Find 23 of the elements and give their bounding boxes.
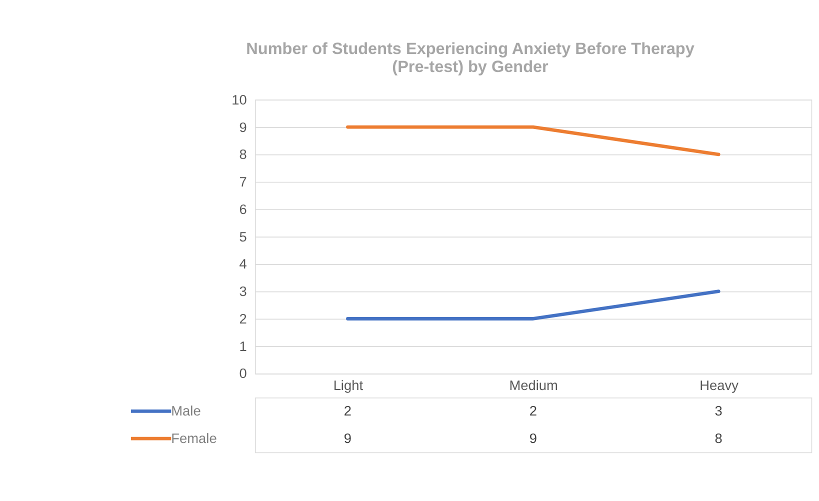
y-tick-label: 4 bbox=[239, 256, 248, 272]
x-tick-label: Light bbox=[333, 378, 364, 394]
y-tick-label: 1 bbox=[239, 338, 247, 354]
y-tick-label: 6 bbox=[239, 202, 248, 217]
y-tick-label: 8 bbox=[239, 147, 248, 162]
x-tick-label: Medium bbox=[509, 378, 558, 394]
legend-label: Male bbox=[171, 403, 201, 418]
y-tick-label: 7 bbox=[239, 174, 247, 190]
data-label: 9 bbox=[529, 430, 537, 446]
y-tick-label: 5 bbox=[239, 229, 248, 244]
y-tick-label: 9 bbox=[239, 120, 247, 135]
chart-title: Number of Students Experiencing Anxiety Before Therapy (Pre-test) by Gender bbox=[246, 40, 694, 76]
data-label: 2 bbox=[344, 403, 352, 418]
data-label: 3 bbox=[714, 403, 723, 418]
data-label: 2 bbox=[529, 403, 537, 418]
data-label: 8 bbox=[714, 430, 723, 446]
y-tick-label: 10 bbox=[232, 92, 248, 108]
y-tick-label: 3 bbox=[239, 284, 248, 300]
legend-label: Female bbox=[171, 430, 217, 446]
data-label: 9 bbox=[344, 430, 352, 446]
y-tick-label: 0 bbox=[239, 366, 248, 382]
y-tick-label: 2 bbox=[239, 311, 247, 326]
x-tick-label: Heavy bbox=[700, 378, 739, 394]
